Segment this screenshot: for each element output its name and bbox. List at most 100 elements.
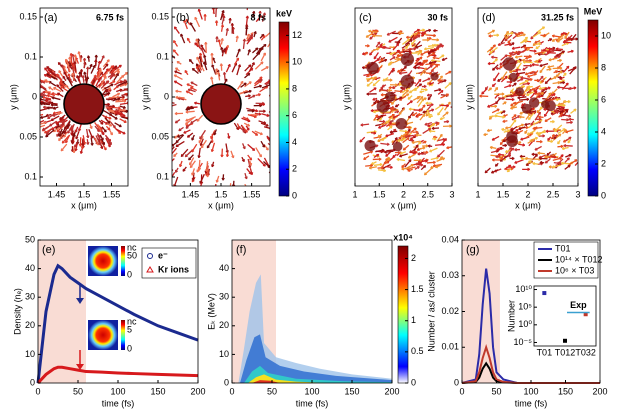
arrow — [399, 129, 408, 133]
arrow — [124, 92, 128, 95]
arrow — [518, 126, 526, 130]
arrow-head — [63, 71, 67, 74]
arrow-head — [385, 153, 387, 157]
arrow-head — [433, 43, 436, 46]
arrow — [289, 50, 296, 55]
arrow — [437, 89, 444, 95]
arrow-head — [494, 44, 496, 48]
arrow-head — [535, 137, 538, 140]
x-tick-label: 150 — [558, 386, 573, 396]
arrow — [271, 25, 273, 32]
arrow-head — [129, 94, 131, 96]
arrow-head — [555, 38, 558, 42]
arrow — [130, 103, 138, 104]
arrow — [211, 64, 217, 75]
arrow-head — [539, 160, 543, 163]
arrow-head — [45, 134, 48, 138]
arrow — [144, 142, 153, 147]
arrow-head — [521, 103, 524, 106]
colorbar-tick-label: 10 — [292, 57, 302, 67]
panel-label: (c) — [359, 12, 372, 24]
arrow-head — [432, 52, 436, 56]
arrow-head — [130, 93, 132, 94]
arrow-head — [295, 97, 297, 98]
arrow-head — [397, 138, 400, 142]
arrow — [203, 61, 208, 71]
arrow-head — [424, 165, 427, 169]
arrow — [490, 105, 497, 108]
arrow — [200, 47, 206, 57]
colorbar-tick-label: 2 — [292, 164, 297, 174]
arrow-head — [37, 111, 39, 112]
arrow-head — [153, 90, 154, 92]
x-tick-label: 150 — [344, 386, 359, 396]
arrow — [156, 118, 161, 119]
arrow-head — [151, 115, 153, 116]
arrow — [185, 106, 194, 111]
arrow — [210, 76, 214, 85]
arrow-head — [534, 40, 537, 44]
arrow — [189, 157, 195, 166]
arrow — [506, 32, 514, 36]
arrow — [217, 71, 221, 81]
inset-point — [542, 291, 547, 296]
arrow-head — [276, 92, 278, 93]
arrow — [561, 42, 570, 47]
arrow — [555, 48, 563, 51]
arrow-head — [97, 136, 101, 139]
arrow — [76, 75, 80, 82]
arrow-head — [568, 115, 571, 118]
arrow-head — [242, 131, 246, 133]
arrow-head — [383, 170, 386, 173]
arrow — [161, 119, 172, 120]
arrow — [102, 59, 110, 68]
arrow-head — [95, 54, 98, 58]
arrow — [413, 28, 420, 34]
colorbar-tick-label: 2 — [601, 158, 606, 168]
arrow-head — [418, 32, 421, 35]
arrow-head — [525, 56, 528, 60]
arrow-head — [176, 198, 178, 199]
arrow — [254, 61, 264, 70]
arrow-head — [295, 150, 296, 152]
arrow-head — [151, 79, 153, 80]
arrow-head — [248, 95, 251, 98]
arrow-head — [564, 33, 568, 36]
arrow-head — [525, 127, 529, 130]
arrow-head — [423, 172, 426, 175]
arrow-head — [183, 19, 187, 23]
arrow-head — [392, 154, 395, 158]
arrow-head — [426, 39, 430, 42]
arrow — [116, 98, 125, 102]
arrow — [51, 92, 59, 96]
arrow-head — [505, 76, 508, 79]
arrow — [71, 66, 76, 77]
arrow-head — [103, 148, 107, 151]
arrow — [414, 78, 422, 87]
arrow-head — [133, 96, 135, 97]
arrow-head — [493, 50, 495, 53]
cluster — [395, 117, 408, 130]
arrow-head — [387, 157, 391, 161]
arrow-head — [169, 107, 171, 108]
arrow-head — [154, 144, 155, 146]
arrow-head — [258, 52, 261, 55]
cluster — [392, 141, 403, 152]
inset-min: 0 — [127, 269, 132, 279]
time-label: 8 fs — [250, 12, 266, 22]
arrow — [247, 33, 254, 42]
arrow-head — [491, 55, 494, 58]
x-axis-label: x (μm) — [71, 200, 97, 210]
arrow — [557, 86, 565, 89]
arrow-head — [509, 84, 512, 88]
arrow — [129, 105, 138, 107]
arrow — [411, 39, 416, 46]
arrow-head — [391, 140, 394, 143]
arrow — [420, 49, 430, 56]
arrow — [190, 118, 198, 124]
arrow — [237, 189, 238, 196]
arrow-head — [258, 155, 262, 158]
arrow-head — [383, 46, 387, 49]
arrow — [195, 63, 202, 74]
arrow — [505, 167, 514, 171]
